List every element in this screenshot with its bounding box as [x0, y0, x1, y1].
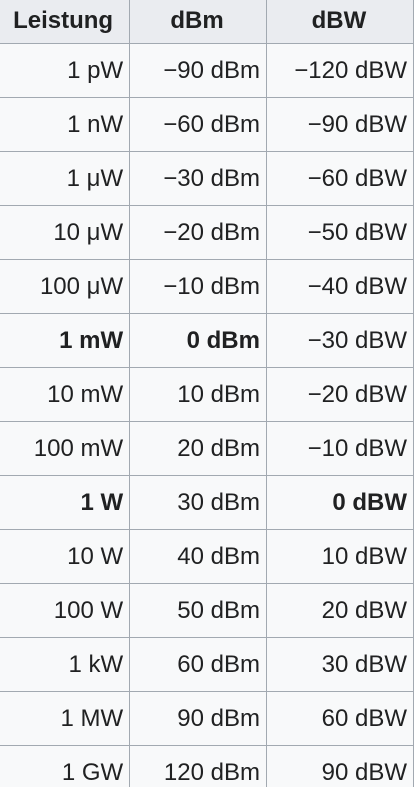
table-row: 100 W 50 dBm 20 dBW — [0, 584, 414, 638]
cell-leistung: 1 pW — [0, 44, 130, 98]
cell-dbw: −10 dBW — [266, 422, 413, 476]
cell-dbw: 10 dBW — [266, 530, 413, 584]
cell-dbw: 90 dBW — [266, 746, 413, 787]
cell-leistung: 1 kW — [0, 638, 130, 692]
cell-dbm: 120 dBm — [130, 746, 267, 787]
table-row: 10 μW −20 dBm −50 dBW — [0, 206, 414, 260]
table-row: 1 pW −90 dBm −120 dBW — [0, 44, 414, 98]
cell-leistung: 100 mW — [0, 422, 130, 476]
table-row: 10 mW 10 dBm −20 dBW — [0, 368, 414, 422]
table-row: 1 nW −60 dBm −90 dBW — [0, 98, 414, 152]
cell-leistung: 1 mW — [0, 314, 130, 368]
cell-dbw: −40 dBW — [266, 260, 413, 314]
cell-dbm: −90 dBm — [130, 44, 267, 98]
cell-dbm: −20 dBm — [130, 206, 267, 260]
cell-dbm: −30 dBm — [130, 152, 267, 206]
header-dbw: dBW — [266, 0, 413, 44]
header-row: Leistung dBm dBW — [0, 0, 414, 44]
cell-leistung: 1 GW — [0, 746, 130, 787]
cell-dbw: −60 dBW — [266, 152, 413, 206]
table-row: 1 W 30 dBm 0 dBW — [0, 476, 414, 530]
table-row: 1 μW −30 dBm −60 dBW — [0, 152, 414, 206]
cell-leistung: 1 nW — [0, 98, 130, 152]
cell-leistung: 1 MW — [0, 692, 130, 746]
table-row: 1 mW 0 dBm −30 dBW — [0, 314, 414, 368]
cell-dbm: 20 dBm — [130, 422, 267, 476]
cell-dbw: −50 dBW — [266, 206, 413, 260]
cell-dbm: 50 dBm — [130, 584, 267, 638]
table-body: 1 pW −90 dBm −120 dBW 1 nW −60 dBm −90 dBW 1 μ… — [0, 44, 414, 787]
cell-dbm: 40 dBm — [130, 530, 267, 584]
cell-leistung: 1 W — [0, 476, 130, 530]
cell-leistung: 100 W — [0, 584, 130, 638]
table-row: 1 GW 120 dBm 90 dBW — [0, 746, 414, 787]
cell-dbw: 30 dBW — [266, 638, 413, 692]
cell-dbm: 10 dBm — [130, 368, 267, 422]
cell-dbm: 0 dBm — [130, 314, 267, 368]
cell-leistung: 10 mW — [0, 368, 130, 422]
cell-dbw: 0 dBW — [266, 476, 413, 530]
table-header: Leistung dBm dBW — [0, 0, 414, 44]
table-row: 100 μW −10 dBm −40 dBW — [0, 260, 414, 314]
cell-dbw: −90 dBW — [266, 98, 413, 152]
cell-dbm: 60 dBm — [130, 638, 267, 692]
header-leistung: Leistung — [0, 0, 130, 44]
cell-leistung: 100 μW — [0, 260, 130, 314]
cell-leistung: 10 W — [0, 530, 130, 584]
cell-dbw: 60 dBW — [266, 692, 413, 746]
cell-dbw: −120 dBW — [266, 44, 413, 98]
cell-leistung: 1 μW — [0, 152, 130, 206]
cell-dbm: −60 dBm — [130, 98, 267, 152]
cell-dbw: 20 dBW — [266, 584, 413, 638]
cell-dbw: −30 dBW — [266, 314, 413, 368]
cell-leistung: 10 μW — [0, 206, 130, 260]
cell-dbw: −20 dBW — [266, 368, 413, 422]
header-dbm: dBm — [130, 0, 267, 44]
table-row: 100 mW 20 dBm −10 dBW — [0, 422, 414, 476]
cell-dbm: 30 dBm — [130, 476, 267, 530]
table-row: 10 W 40 dBm 10 dBW — [0, 530, 414, 584]
cell-dbm: −10 dBm — [130, 260, 267, 314]
table-row: 1 kW 60 dBm 30 dBW — [0, 638, 414, 692]
table-row: 1 MW 90 dBm 60 dBW — [0, 692, 414, 746]
cell-dbm: 90 dBm — [130, 692, 267, 746]
